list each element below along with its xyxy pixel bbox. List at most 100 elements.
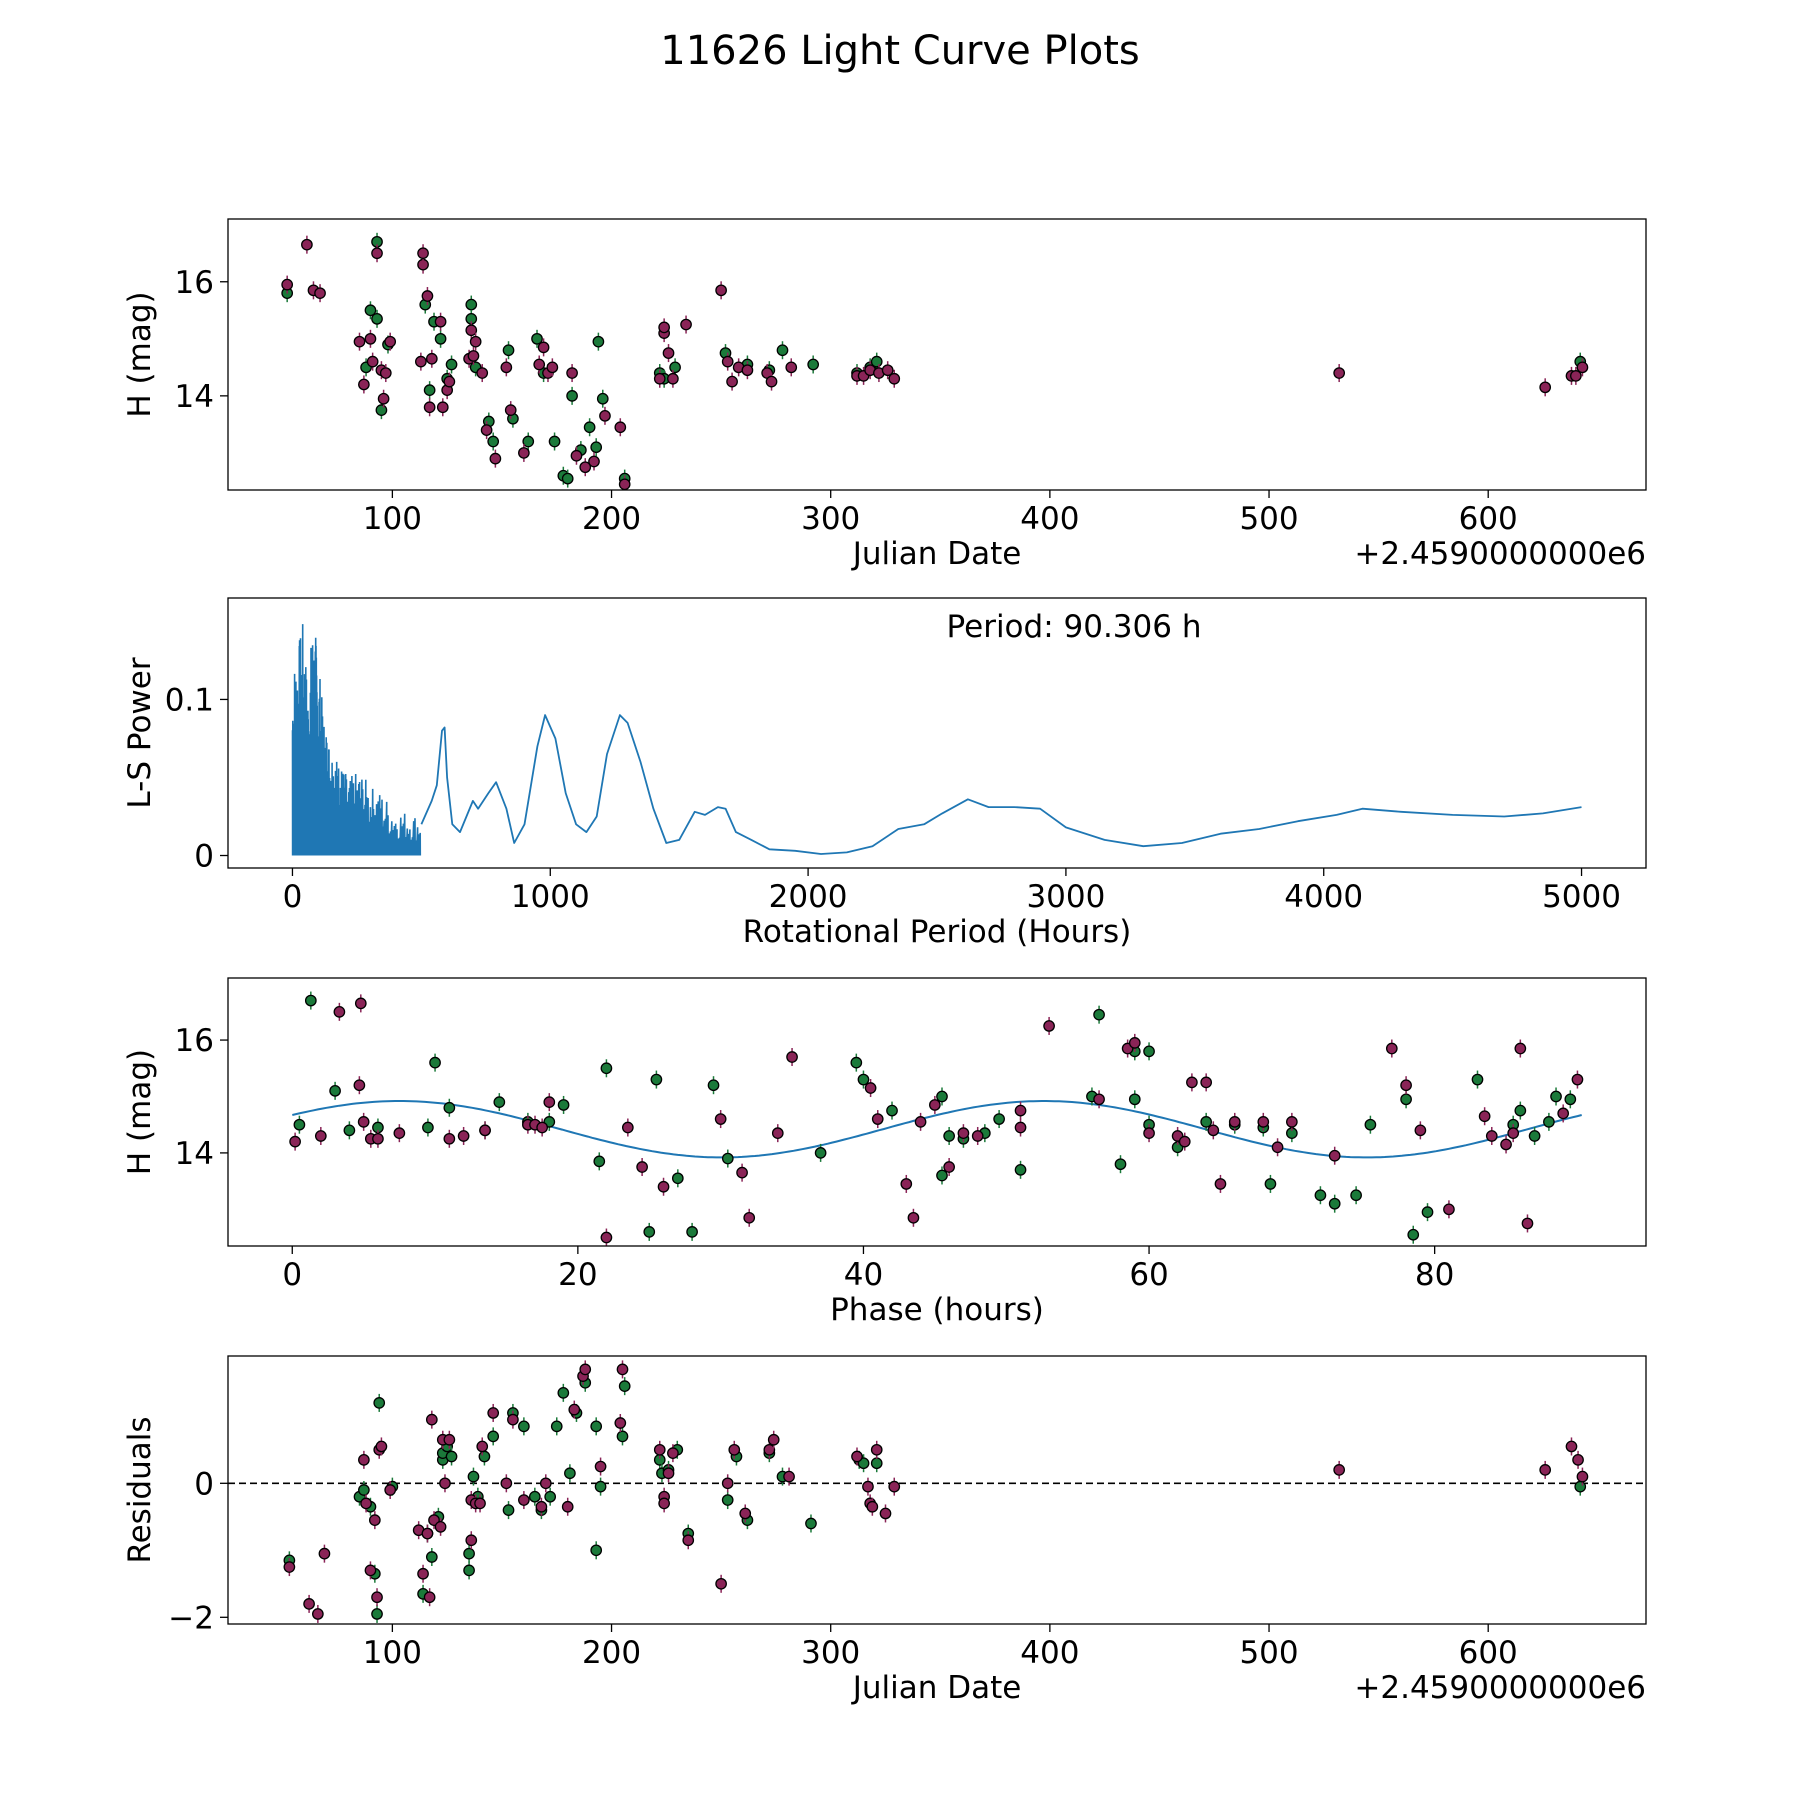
- data-point-magenta: [368, 1514, 381, 1527]
- data-point-green: [1528, 1130, 1541, 1142]
- data-point-magenta: [533, 358, 546, 371]
- data-point-green: [886, 1104, 898, 1117]
- data-point-magenta: [715, 1577, 727, 1590]
- data-point-green: [1264, 1178, 1277, 1190]
- data-point-green: [487, 435, 500, 448]
- data-point-magenta: [739, 1507, 752, 1520]
- periodogram-spikes: [291, 624, 422, 856]
- x-tick-label: 600: [1459, 1635, 1518, 1671]
- data-point-magenta: [476, 367, 489, 379]
- x-tick-label: 300: [801, 1635, 860, 1671]
- plot-area: [291, 624, 1582, 856]
- data-point-magenta: [783, 1470, 795, 1483]
- data-point-green: [375, 404, 388, 416]
- data-point-green: [467, 1470, 480, 1483]
- data-point-magenta: [662, 1467, 675, 1480]
- data-point-magenta: [476, 1440, 489, 1453]
- data-point-green: [502, 344, 515, 357]
- data-point-magenta: [743, 1211, 756, 1224]
- data-point-magenta: [507, 1413, 519, 1426]
- data-point-magenta: [616, 1363, 629, 1376]
- data-point-green: [1564, 1093, 1577, 1106]
- period-annotation: Period: 90.306 h: [947, 609, 1202, 645]
- x-axis-offset-label: +2.4590000000e6: [1354, 536, 1646, 572]
- data-point-green: [870, 1457, 883, 1470]
- data-point-magenta: [1385, 1042, 1398, 1055]
- data-point-magenta: [1576, 1470, 1589, 1483]
- data-point-green: [566, 390, 578, 402]
- y-tick-label: 16: [175, 1023, 214, 1059]
- data-point-magenta: [714, 1113, 727, 1125]
- data-point-magenta: [443, 1132, 456, 1145]
- data-point-green: [776, 344, 789, 357]
- data-point-magenta: [1500, 1138, 1512, 1151]
- data-point-green: [1328, 1197, 1341, 1210]
- data-point-magenta: [662, 347, 675, 359]
- data-point-green: [371, 1608, 383, 1620]
- data-point-magenta: [281, 278, 294, 291]
- data-point-magenta: [653, 372, 666, 385]
- data-point-green: [443, 1101, 456, 1114]
- data-point-magenta: [371, 1591, 383, 1604]
- data-point-magenta: [870, 1443, 883, 1456]
- y-tick-label: −2: [168, 1600, 214, 1636]
- data-point-magenta: [384, 1484, 397, 1496]
- data-point-magenta: [500, 1477, 513, 1490]
- data-point-green: [463, 1547, 475, 1560]
- data-point-magenta: [1521, 1217, 1534, 1230]
- y-tick-label: 14: [175, 379, 214, 415]
- data-point-magenta: [500, 361, 513, 374]
- data-point-magenta: [1286, 1116, 1298, 1128]
- data-point-magenta: [1485, 1130, 1498, 1142]
- y-axis-label: H (mag): [122, 1049, 158, 1175]
- data-point-magenta: [518, 1494, 530, 1506]
- data-point-magenta: [372, 1132, 384, 1145]
- data-point-green: [857, 1073, 870, 1086]
- x-tick-label: 2000: [769, 879, 848, 915]
- data-point-green: [590, 1544, 603, 1557]
- data-point-green: [445, 1450, 458, 1463]
- data-point-green: [592, 335, 605, 348]
- data-point-green: [463, 1564, 475, 1577]
- data-point-green: [293, 1118, 306, 1131]
- x-tick-label: 300: [801, 501, 860, 537]
- data-point-magenta: [358, 1454, 370, 1466]
- data-point-magenta: [1143, 1127, 1155, 1140]
- data-point-green: [465, 298, 478, 311]
- data-point-magenta: [421, 1527, 434, 1540]
- plot-area: [281, 232, 1589, 490]
- x-axis-label: Julian Date: [851, 1670, 1022, 1706]
- data-point-green: [618, 1380, 631, 1393]
- data-point-magenta: [1333, 367, 1346, 379]
- data-point-magenta: [465, 324, 478, 337]
- data-point-magenta: [535, 1500, 548, 1513]
- data-point-magenta: [599, 409, 611, 422]
- data-point-green: [487, 1430, 500, 1443]
- data-point-green: [1574, 1480, 1587, 1493]
- y-axis-label: H (mag): [122, 291, 158, 417]
- data-point-green: [548, 435, 561, 448]
- data-point-magenta: [354, 997, 367, 1010]
- data-point-magenta: [1576, 361, 1589, 374]
- data-point-magenta: [715, 284, 727, 297]
- data-point-magenta: [594, 1460, 607, 1473]
- y-tick-label: 16: [175, 265, 214, 301]
- data-point-magenta: [1478, 1110, 1491, 1123]
- x-tick-label: 400: [1020, 1635, 1079, 1671]
- data-point-magenta: [728, 1443, 741, 1456]
- data-point-green: [371, 312, 383, 325]
- data-point-magenta: [423, 1591, 436, 1604]
- data-point-magenta: [439, 1477, 451, 1490]
- data-point-magenta: [537, 341, 550, 354]
- data-point-magenta: [636, 1161, 648, 1173]
- data-point-magenta: [364, 1564, 377, 1577]
- data-point-magenta: [543, 1096, 556, 1108]
- data-point-magenta: [1557, 1107, 1570, 1120]
- data-point-green: [1350, 1189, 1362, 1202]
- data-point-magenta: [943, 1161, 955, 1173]
- data-point-green: [850, 1056, 863, 1069]
- data-point-magenta: [546, 361, 559, 374]
- data-point-green: [721, 1152, 734, 1165]
- data-point-magenta: [561, 1500, 574, 1513]
